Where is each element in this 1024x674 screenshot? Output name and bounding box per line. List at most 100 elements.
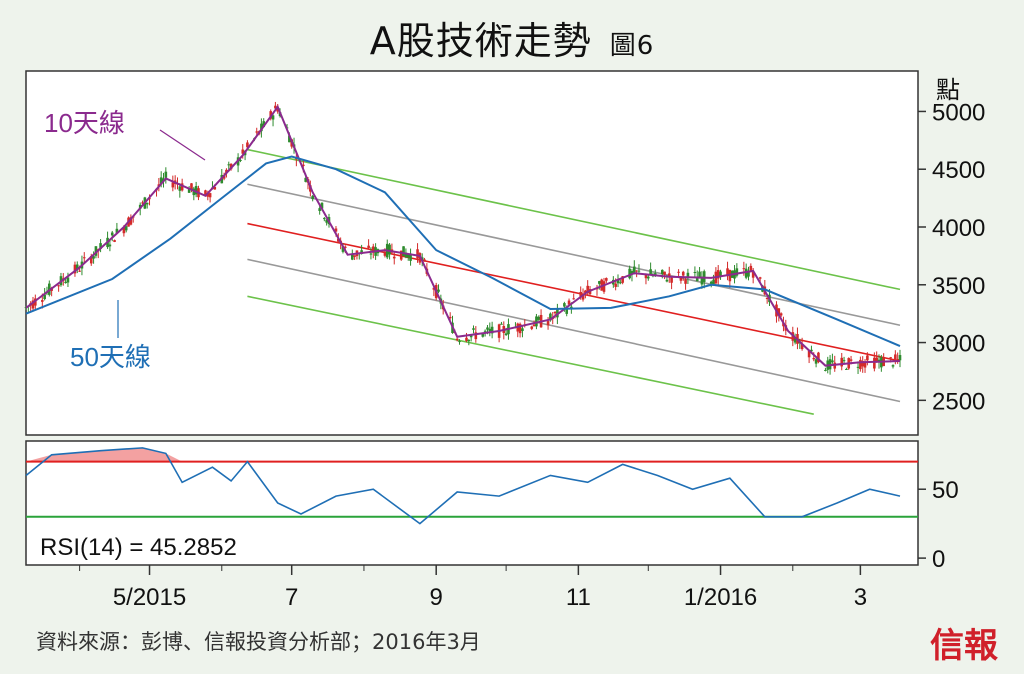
rsi-value-label: RSI(14) = 45.2852 (40, 534, 237, 561)
candle-body (719, 271, 722, 276)
candle-body (371, 246, 375, 253)
candle-body (726, 268, 729, 277)
candle-body (735, 268, 739, 276)
x-tick-label: 9 (430, 584, 443, 611)
candle-body (630, 271, 634, 275)
candle-body (325, 219, 328, 223)
x-tick-label: 11 (566, 584, 591, 611)
candle-body (532, 324, 536, 327)
candle-body (262, 121, 266, 127)
y-tick-label: 3000 (932, 331, 985, 358)
candle-body (129, 217, 133, 225)
candle-body (402, 246, 405, 257)
y-tick-label: 2500 (932, 388, 985, 415)
candle-body (863, 362, 867, 368)
candle-body (861, 361, 865, 367)
candle-body (483, 330, 487, 332)
candle-body (271, 115, 275, 120)
candle-body (616, 279, 620, 284)
candle-body (845, 369, 848, 371)
candle-body (742, 268, 746, 270)
candle-body (124, 226, 128, 231)
candle-body (41, 300, 44, 302)
candle-body (810, 349, 813, 352)
figure-number: 圖6 (609, 31, 655, 61)
x-tick-label: 5/2015 (113, 584, 186, 611)
candle-body (621, 276, 624, 283)
candle-body (141, 202, 144, 204)
channel-line-upper-inner (247, 183, 901, 327)
x-tick-label: 3 (854, 584, 867, 611)
candle-body (681, 271, 685, 276)
candle-body (204, 190, 207, 195)
candle-body (406, 254, 410, 258)
candle-body (409, 253, 412, 261)
rsi-line (25, 447, 901, 525)
candle-body (94, 246, 98, 256)
candle-body (229, 163, 233, 170)
candle-body (43, 294, 46, 300)
candle-body (667, 273, 671, 277)
rsi-overbought-fill (26, 447, 900, 462)
ma10-line (25, 104, 901, 367)
x-tick-label: 1/2016 (684, 584, 757, 611)
candle-body (383, 251, 387, 256)
candle-body (246, 142, 249, 148)
candle-body (31, 300, 35, 309)
candle-body (840, 357, 844, 367)
candle-body (693, 272, 697, 274)
candle-body (644, 274, 648, 279)
candle-body (108, 244, 112, 247)
candle-body (800, 343, 804, 350)
candle-body (619, 282, 622, 284)
candle-body (194, 186, 198, 195)
channel-line-lower-inner (247, 258, 901, 403)
candle-body (110, 232, 114, 236)
candle-body (472, 328, 475, 330)
candle-body (388, 244, 391, 255)
candle-body (702, 271, 706, 282)
candle-body (765, 297, 769, 300)
candle-body (698, 271, 701, 279)
candle-body (637, 270, 641, 272)
candle-body (302, 164, 305, 167)
candle-body (311, 195, 314, 200)
candle-body (866, 355, 869, 361)
candle-body (192, 188, 196, 196)
candle-body (749, 265, 753, 272)
candle-body (896, 358, 899, 361)
candle-body (399, 250, 403, 260)
candle-body (660, 269, 664, 275)
candle-body (288, 135, 291, 143)
candle-body (518, 323, 522, 334)
candle-body (758, 277, 762, 279)
candle-body (824, 369, 827, 371)
candle-body (831, 360, 834, 363)
candle-body (633, 266, 636, 274)
rsi-y-tick-label: 50 (932, 477, 959, 504)
channel-line-lower-outer (247, 295, 814, 415)
candle-body (889, 357, 892, 359)
candle-body (602, 281, 606, 292)
candle-body (500, 323, 503, 325)
y-unit-label: 點 (936, 77, 960, 104)
candle-body (73, 264, 77, 274)
candle-body (537, 316, 541, 320)
candle-body (353, 255, 356, 257)
candle-body (255, 131, 259, 133)
candle-body (663, 271, 666, 275)
candle-body (208, 193, 212, 198)
y-tick-label: 4000 (932, 215, 985, 242)
candle-body (579, 291, 582, 297)
candle-body (563, 303, 566, 307)
y-tick-label: 3500 (932, 273, 985, 300)
candle-body (546, 321, 550, 326)
candle-body (323, 218, 326, 220)
candle-body (404, 252, 408, 258)
candle-body (122, 227, 126, 234)
candle-body (225, 169, 228, 174)
candle-body (614, 283, 617, 287)
y-tick-label: 4500 (932, 157, 985, 184)
candle-body (241, 149, 245, 154)
candle-body (812, 357, 816, 360)
